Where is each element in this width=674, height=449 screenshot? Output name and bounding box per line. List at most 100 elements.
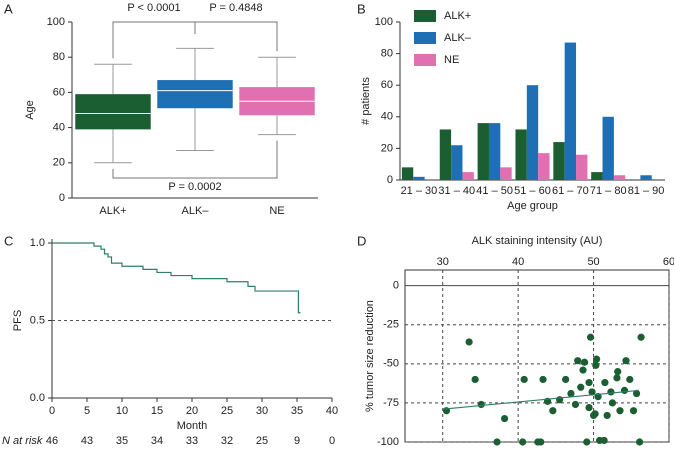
bar (515, 129, 527, 180)
x-tick-label: 81 – 90 (628, 185, 665, 197)
box (157, 80, 233, 109)
y-axis-label: % tumor size reduction (364, 300, 376, 412)
point (616, 407, 624, 415)
x-axis-label: Month (177, 420, 208, 432)
y-tick-label: 60 (53, 86, 65, 98)
at-risk-value: 33 (186, 435, 198, 447)
y-tick-label: 0 (387, 174, 393, 186)
x-tick-label: ALK+ (99, 205, 126, 217)
y-tick-label: 0.5 (30, 314, 45, 326)
x-tick-label: 30 (437, 256, 449, 268)
point (608, 399, 617, 407)
y-tick-label: 80 (53, 51, 65, 63)
x-tick-label: 41 – 50 (476, 185, 513, 197)
x-tick-label: 0 (49, 405, 55, 417)
p-value: P < 0.0001 (127, 2, 180, 14)
point (586, 333, 595, 341)
bar (538, 153, 550, 180)
at-risk-value: 25 (256, 435, 268, 447)
point (603, 411, 611, 420)
legend-swatch (414, 10, 436, 22)
point (629, 407, 638, 415)
x-tick-label: 50 (587, 256, 599, 268)
point (591, 410, 599, 418)
y-tick-label: 20 (381, 142, 393, 154)
y-tick-label: 20 (53, 157, 65, 169)
x-tick-label: 51 – 60 (514, 185, 551, 197)
x-tick-label: 21 – 30 (401, 185, 438, 197)
x-tick-label: 60 (663, 256, 674, 268)
y-tick-label: 100 (47, 16, 65, 28)
y-tick-label: 60 (381, 79, 393, 91)
y-tick-label: -75 (383, 397, 399, 409)
point (585, 378, 593, 387)
x-tick-label: 10 (116, 405, 128, 417)
bar (439, 129, 452, 180)
at-risk-value: 9 (294, 435, 300, 447)
at-risk-value: 34 (151, 435, 163, 447)
bar (640, 175, 652, 180)
point (465, 338, 473, 346)
point (493, 438, 501, 446)
at-risk-value: 43 (81, 435, 93, 447)
y-tick-label: 80 (381, 48, 393, 60)
point (519, 438, 527, 446)
bar (477, 123, 489, 180)
x-tick-label: 40 (512, 256, 524, 268)
bracket (112, 21, 196, 59)
point (583, 438, 591, 446)
y-tick-label: -100 (377, 436, 399, 448)
p-value: P = 0.0002 (168, 181, 221, 193)
p-value: P = 0.4848 (209, 2, 262, 14)
bar (591, 172, 603, 180)
bracket (112, 140, 278, 179)
point (601, 378, 609, 387)
panel-letter: A (4, 1, 13, 16)
point (620, 386, 629, 394)
y-tick-label: 40 (53, 122, 65, 134)
legend-swatch (414, 32, 436, 44)
bar (488, 123, 501, 180)
point (592, 361, 600, 369)
bar (553, 142, 565, 180)
bar (500, 167, 512, 180)
x-tick-label: 25 (221, 405, 233, 417)
point (567, 389, 575, 398)
x-tick-label: 31 – 40 (438, 185, 475, 197)
panel-letter: D (357, 233, 366, 248)
legend-label: ALK– (444, 32, 472, 44)
point (471, 375, 479, 384)
point (585, 404, 593, 412)
trend-line (442, 389, 639, 410)
y-tick-label: -25 (383, 319, 399, 331)
at-risk-label: N at risk (2, 435, 43, 447)
bar (602, 116, 614, 180)
point (562, 375, 570, 384)
point (600, 436, 608, 445)
box (75, 94, 151, 130)
bar (526, 85, 539, 180)
y-tick-label: 1.0 (30, 237, 45, 249)
x-tick-label: 35 (291, 405, 303, 417)
x-tick-label: ALK– (182, 205, 210, 217)
x-tick-label: 71 – 80 (590, 185, 627, 197)
point (549, 407, 557, 415)
point (571, 400, 580, 409)
x-tick-label: 5 (84, 405, 90, 417)
x-axis-label: Age group (507, 200, 558, 212)
bar (613, 175, 626, 180)
bar (462, 172, 474, 180)
point (635, 438, 644, 446)
bar (401, 167, 414, 180)
at-risk-value: 35 (116, 435, 128, 447)
y-tick-label: 0 (59, 192, 65, 204)
point (520, 375, 528, 384)
bar (451, 145, 463, 180)
point (577, 383, 585, 391)
bracket (194, 21, 278, 52)
y-tick-label: 0.0 (30, 392, 45, 404)
point (500, 414, 509, 423)
y-axis-label: Age (24, 100, 36, 120)
survival-curve (52, 242, 301, 314)
legend-swatch (414, 54, 436, 66)
